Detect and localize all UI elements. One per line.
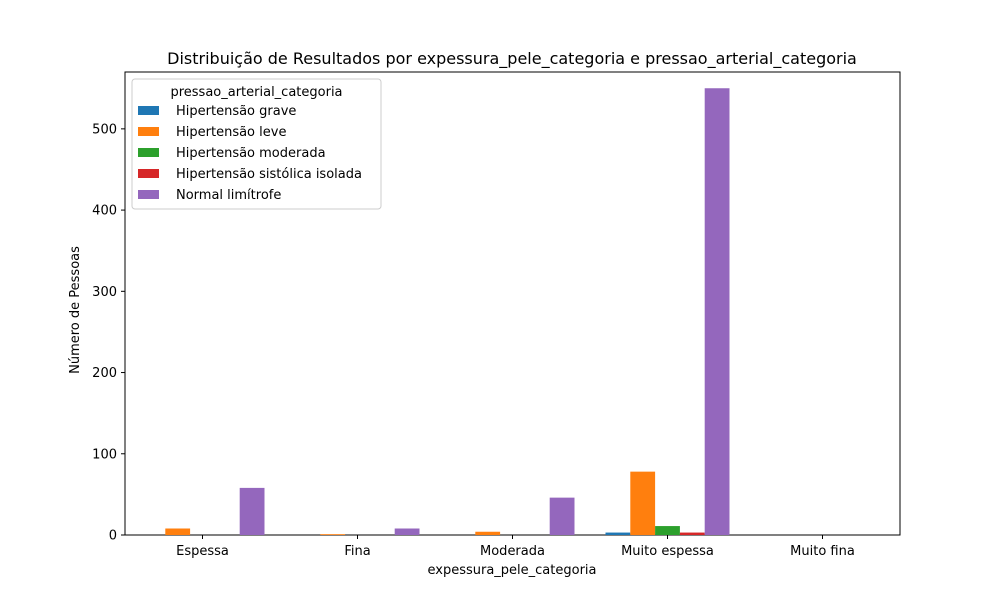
- bar: [605, 532, 631, 535]
- bar: [655, 526, 680, 535]
- bar: [549, 497, 575, 535]
- x-tick-label: Espessa: [176, 544, 229, 559]
- bar: [239, 487, 265, 535]
- x-tick-label: Muito espessa: [621, 544, 714, 559]
- bar: [394, 528, 420, 535]
- legend-label: Hipertensão sistólica isolada: [176, 167, 362, 182]
- y-tick-label: 0: [109, 529, 117, 544]
- legend-label: Hipertensão grave: [176, 104, 296, 119]
- legend-label: Hipertensão leve: [176, 125, 286, 140]
- bar: [630, 471, 656, 535]
- legend-swatch: [138, 169, 159, 178]
- legend-swatch: [138, 127, 159, 136]
- x-tick-label: Muito fina: [790, 544, 855, 559]
- legend-title: pressao_arterial_categoria: [170, 85, 342, 100]
- legend-label: Hipertensão moderada: [176, 146, 326, 161]
- legend-swatch: [138, 190, 159, 199]
- legend-swatch: [138, 148, 159, 157]
- bars-group: [165, 88, 730, 536]
- legend-swatch: [138, 106, 159, 115]
- y-tick-label: 100: [92, 447, 117, 462]
- y-tick-label: 300: [92, 285, 117, 300]
- bar: [475, 531, 501, 535]
- chart-title: Distribuição de Resultados por expessura…: [167, 49, 857, 69]
- y-axis-label: Número de Pessoas: [68, 246, 83, 374]
- x-axis: Espessa Fina Moderada Muito espessa Muito fi…: [176, 535, 855, 559]
- legend: pressao_arterial_categoria Hipertensão gr…: [131, 78, 382, 210]
- y-axis: 0 100 200 300 400 500: [92, 122, 125, 544]
- bar: [704, 88, 730, 536]
- y-tick-label: 400: [92, 204, 117, 219]
- x-tick-label: Fina: [344, 544, 370, 559]
- bar: [165, 528, 191, 535]
- legend-box: [131, 78, 382, 210]
- y-tick-label: 500: [92, 122, 117, 137]
- bar: [320, 534, 346, 535]
- x-axis-label: expessura_pele_categoria: [427, 563, 596, 578]
- y-tick-label: 200: [92, 366, 117, 381]
- legend-label: Normal limítrofe: [176, 188, 281, 203]
- bar: [679, 532, 705, 535]
- x-tick-label: Moderada: [480, 544, 545, 559]
